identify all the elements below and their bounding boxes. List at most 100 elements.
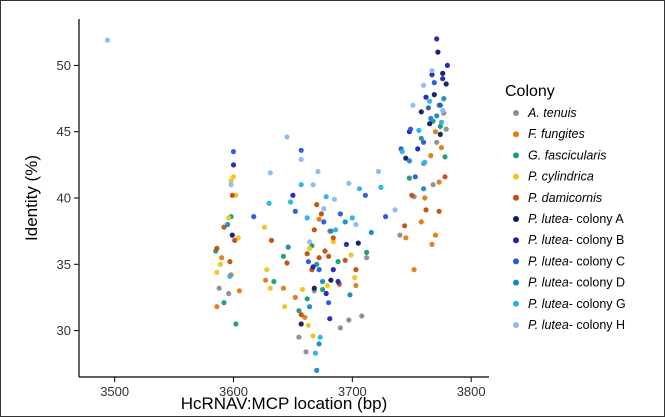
data-point-series-3-9 xyxy=(267,285,273,291)
data-point-series-9-3 xyxy=(298,182,304,188)
data-point-series-2-7 xyxy=(304,296,310,302)
legend-label-1: F. fungites xyxy=(528,127,585,141)
data-point-series-6-9 xyxy=(415,146,421,152)
data-point-series-7-9 xyxy=(362,192,368,198)
data-point-series-3-1 xyxy=(217,261,223,267)
y-tick-label-40: 40 xyxy=(57,191,71,206)
data-point-series-1-7 xyxy=(302,314,308,320)
x-tick-label-3800: 3800 xyxy=(457,384,486,399)
data-point-series-1-8 xyxy=(316,216,322,222)
data-point-series-6-5 xyxy=(330,267,336,273)
data-point-series-7-7 xyxy=(326,300,332,306)
data-point-series-3-10 xyxy=(282,304,288,310)
data-point-series-9-10 xyxy=(356,186,363,192)
data-point-series-2-9 xyxy=(314,261,320,267)
data-point-series-3-15 xyxy=(324,282,330,289)
data-point-series-4-16 xyxy=(330,235,336,241)
data-point-series-5-2 xyxy=(311,285,317,291)
data-point-series-2-14 xyxy=(418,135,424,141)
data-point-series-0-6 xyxy=(346,317,352,323)
legend-label-3: P. cylindrica xyxy=(528,170,594,184)
y-tick-label-45: 45 xyxy=(57,124,71,139)
x-axis-title: HcRNAV:MCP location (bp) xyxy=(181,394,388,413)
legend-label-4: P. damicornis xyxy=(528,191,602,205)
data-point-series-5-10 xyxy=(440,70,446,76)
data-point-series-1-4 xyxy=(263,277,269,283)
data-point-series-10-12 xyxy=(375,168,382,175)
y-tick-label-30: 30 xyxy=(57,323,71,338)
data-point-series-8-6 xyxy=(328,228,334,234)
data-point-series-1-13 xyxy=(418,219,424,225)
data-point-series-4-19 xyxy=(353,267,359,273)
legend-key-10 xyxy=(513,322,519,328)
data-point-series-3-13 xyxy=(307,245,313,251)
data-point-series-7-6 xyxy=(321,219,327,225)
data-point-series-3-8 xyxy=(264,267,270,273)
data-point-series-0-12 xyxy=(434,139,440,145)
legend-key-0 xyxy=(513,110,519,116)
data-point-series-2-10 xyxy=(320,286,326,293)
legend-label-2: G. fascicularis xyxy=(528,148,607,162)
data-point-series-5-12 xyxy=(437,131,443,137)
data-point-series-8-9 xyxy=(368,229,374,236)
data-point-series-4-12 xyxy=(316,255,322,261)
data-point-series-2-16 xyxy=(437,123,443,129)
data-point-series-7-3 xyxy=(298,147,304,153)
data-point-series-4-6 xyxy=(284,260,290,266)
data-point-series-0-7 xyxy=(359,313,365,319)
data-point-series-5-9 xyxy=(435,49,441,55)
data-point-series-5-8 xyxy=(431,92,437,98)
data-point-series-9-2 xyxy=(287,199,294,205)
data-point-series-10-4 xyxy=(298,156,304,163)
data-point-series-8-13 xyxy=(434,113,440,119)
data-point-series-9-7 xyxy=(323,194,329,200)
data-point-series-3-11 xyxy=(299,286,305,293)
data-point-series-7-17 xyxy=(437,102,443,108)
data-point-series-7-1 xyxy=(251,214,257,220)
data-point-series-6-0 xyxy=(230,162,237,168)
data-point-series-10-1 xyxy=(228,182,234,188)
legend-key-8 xyxy=(513,279,519,286)
data-point-series-10-9 xyxy=(331,196,338,202)
data-point-series-4-13 xyxy=(318,211,324,217)
data-point-series-10-2 xyxy=(267,170,273,176)
data-point-series-1-6 xyxy=(292,294,298,300)
data-point-series-4-0 xyxy=(214,245,220,251)
data-point-series-6-11 xyxy=(429,72,435,78)
data-point-series-9-9 xyxy=(349,215,355,221)
data-point-series-9-0 xyxy=(227,273,233,279)
data-point-series-4-15 xyxy=(326,253,332,259)
data-point-series-3-17 xyxy=(348,252,354,258)
data-point-series-1-1 xyxy=(219,255,225,261)
data-point-series-6-14 xyxy=(444,62,450,68)
data-point-series-8-0 xyxy=(225,221,231,228)
data-point-series-0-2 xyxy=(296,334,302,340)
data-point-series-9-14 xyxy=(422,159,428,165)
data-point-series-10-5 xyxy=(307,239,313,245)
legend-key-2 xyxy=(513,152,519,159)
data-point-series-5-3 xyxy=(328,277,334,283)
data-point-series-7-13 xyxy=(412,174,418,180)
data-point-series-7-2 xyxy=(292,208,298,214)
data-point-series-8-3 xyxy=(314,367,320,373)
data-point-series-7-14 xyxy=(421,139,427,145)
axes: 30 35 40 45 50 3500 3600 3700 3800 xyxy=(57,19,489,399)
legend-label-0: A. tenuis xyxy=(527,106,577,120)
data-point-series-10-0 xyxy=(104,37,111,43)
data-point-series-0-14 xyxy=(443,126,449,132)
data-point-series-2-1 xyxy=(221,300,227,306)
data-point-series-7-15 xyxy=(425,105,431,111)
legend-key-5 xyxy=(513,216,519,222)
data-point-series-1-16 xyxy=(432,232,439,238)
data-point-series-1-11 xyxy=(403,235,409,241)
data-point-series-10-15 xyxy=(421,82,427,88)
data-point-series-10-13 xyxy=(392,207,398,213)
data-point-series-3-5 xyxy=(233,192,239,198)
data-point-series-9-5 xyxy=(312,350,319,356)
data-point-series-4-2 xyxy=(227,259,233,265)
data-point-series-4-7 xyxy=(298,312,304,318)
data-point-series-2-11 xyxy=(335,259,341,265)
data-point-series-4-10 xyxy=(311,227,317,233)
data-point-series-5-11 xyxy=(443,81,449,87)
